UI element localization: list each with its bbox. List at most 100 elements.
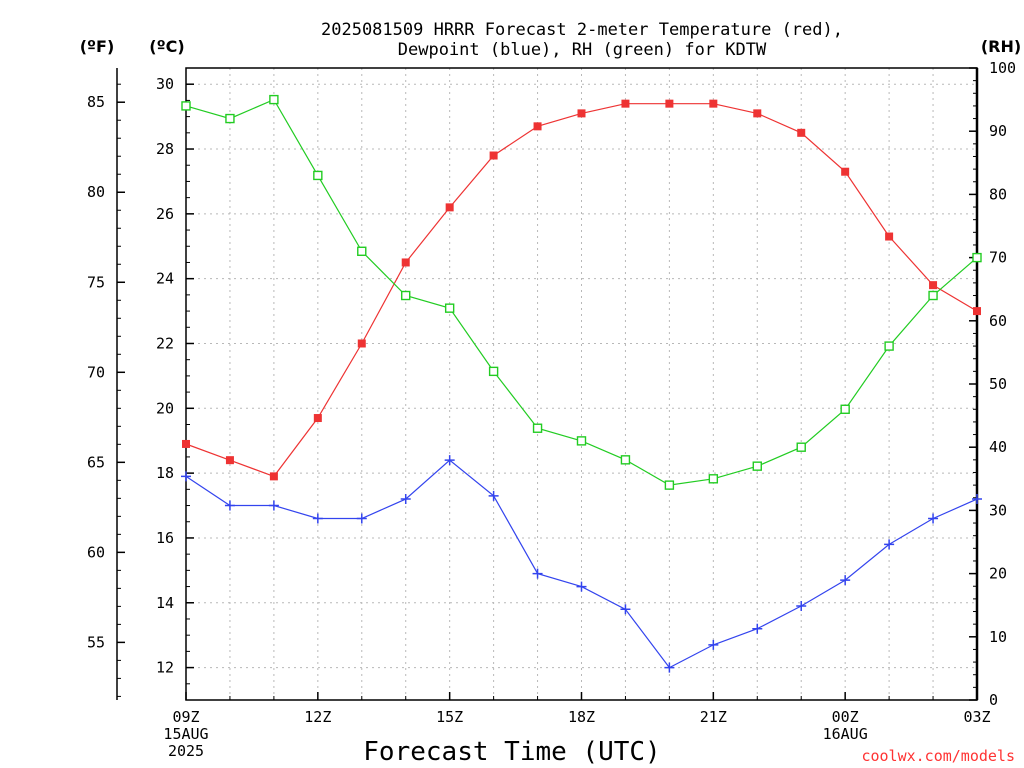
temperature-point — [182, 439, 190, 448]
fahrenheit-tick-label: 55 — [87, 633, 105, 651]
rh-point — [181, 101, 191, 111]
fahrenheit-unit-label: (ºF) — [80, 37, 115, 56]
dewpoint-point — [664, 662, 675, 673]
dewpoint-point — [444, 455, 455, 466]
rh-point — [576, 436, 587, 446]
rh-point — [313, 170, 323, 181]
fahrenheit-tick-label: 80 — [87, 183, 105, 201]
rh-point — [620, 455, 631, 465]
celsius-tick-label: 28 — [156, 140, 174, 158]
temperature-point — [577, 109, 586, 118]
rh-tick-label: 30 — [989, 501, 1007, 519]
celsius-tick-label: 16 — [156, 529, 174, 547]
x-tick-label: 2025 — [168, 742, 204, 760]
dewpoint-point — [576, 581, 587, 592]
rh-point — [532, 423, 543, 433]
temperature-point — [621, 99, 630, 108]
rh-tick-label: 100 — [989, 59, 1016, 77]
rh-point — [752, 461, 762, 471]
dewpoint-point — [708, 639, 719, 650]
plot-frame — [185, 67, 978, 701]
dewpoint-point — [268, 500, 279, 511]
x-tick-label: 21Z — [700, 708, 727, 726]
fahrenheit-tick-label: 75 — [87, 273, 105, 291]
temperature-point — [313, 414, 322, 423]
x-tick-label: 15AUG — [163, 725, 208, 743]
rh-tick-label: 80 — [989, 185, 1007, 203]
dewpoint-point — [928, 513, 939, 524]
rh-point — [269, 94, 279, 105]
dewpoint-point — [356, 513, 367, 524]
temperature-point — [797, 128, 806, 137]
dewpoint-point — [181, 471, 191, 482]
x-axis-title: Forecast Time (UTC) — [363, 737, 660, 767]
rh-tick-label: 0 — [989, 691, 998, 709]
temperature-point — [709, 99, 718, 108]
fahrenheit-tick-label: 70 — [87, 363, 105, 381]
rh-unit-label: (RH) — [981, 37, 1021, 56]
dewpoint-line — [185, 459, 978, 669]
rh-tick-label: 50 — [989, 375, 1007, 393]
x-tick-label: 16AUG — [823, 725, 868, 743]
temperature-point — [753, 109, 762, 118]
celsius-tick-label: 22 — [156, 334, 174, 352]
celsius-tick-label: 12 — [156, 659, 174, 677]
rh-point — [972, 252, 982, 263]
dewpoint-point — [884, 539, 895, 550]
rh-tick-label: 40 — [989, 438, 1007, 456]
rh-point — [708, 474, 719, 484]
dewpoint-point — [400, 494, 411, 505]
fahrenheit-tick-label: 85 — [87, 93, 105, 111]
credit-text: coolwx.com/models — [861, 747, 1015, 765]
temperature-point — [225, 456, 234, 465]
rh-point — [884, 341, 894, 351]
axes: 12 14 16 18 20 22 24 26 28 30 55 60 65 70 75 80 85 0 10 20 3… — [87, 59, 1016, 709]
celsius-tick-label: 18 — [156, 464, 174, 482]
rh-point — [444, 303, 455, 313]
rh-tick-label: 60 — [989, 312, 1007, 330]
temperature-point — [401, 258, 410, 267]
celsius-unit-label: (ºC) — [149, 37, 184, 56]
temperature-point — [445, 203, 454, 212]
dewpoint-point — [532, 568, 543, 579]
chart-title-line2: Dewpoint (blue), RH (green) for KDTW — [398, 40, 767, 60]
fahrenheit-tick-label: 60 — [87, 543, 105, 561]
chart-title: 2025081509 HRRR Forecast 2-meter Tempera… — [321, 20, 843, 40]
x-tick-label: 18Z — [568, 708, 595, 726]
dewpoint-point — [796, 601, 807, 612]
temperature-point — [885, 232, 894, 241]
series-layer — [181, 94, 982, 673]
x-tick-label: 15Z — [436, 708, 463, 726]
rh-point — [928, 290, 938, 301]
dewpoint-point — [752, 623, 763, 634]
rh-point — [664, 480, 675, 490]
temperature-point — [357, 339, 366, 348]
temperature-point — [929, 281, 938, 290]
rh-tick-label: 70 — [989, 249, 1007, 267]
rh-line — [185, 98, 978, 486]
celsius-tick-label: 14 — [156, 594, 174, 612]
temperature-point — [269, 472, 278, 481]
rh-tick-label: 90 — [989, 122, 1007, 140]
temperature-point — [841, 167, 850, 176]
grid — [186, 68, 977, 700]
dewpoint-point — [620, 604, 631, 615]
temperature-point — [489, 151, 498, 160]
rh-point — [357, 246, 367, 256]
rh-point — [488, 366, 499, 377]
x-tick-label: 00Z — [832, 708, 859, 726]
x-tick-label: 03Z — [963, 708, 990, 726]
rh-point — [840, 404, 850, 414]
rh-point — [401, 290, 411, 301]
temperature-point — [665, 99, 674, 108]
temperature-point — [533, 122, 542, 131]
celsius-tick-label: 24 — [156, 270, 174, 288]
dewpoint-point — [224, 500, 235, 511]
dewpoint-point — [312, 513, 323, 524]
fahrenheit-tick-label: 65 — [87, 453, 105, 471]
celsius-tick-label: 20 — [156, 399, 174, 417]
rh-point — [225, 113, 235, 124]
celsius-tick-label: 26 — [156, 205, 174, 223]
